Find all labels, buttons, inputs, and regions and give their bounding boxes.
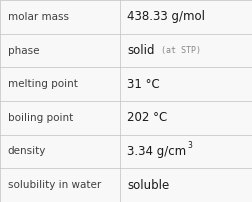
Text: 202 °C: 202 °C: [127, 111, 168, 124]
Text: molar mass: molar mass: [8, 12, 69, 22]
Text: (at STP): (at STP): [161, 46, 201, 55]
Text: solid: solid: [127, 44, 155, 57]
Text: melting point: melting point: [8, 79, 77, 89]
Text: phase: phase: [8, 45, 39, 56]
Text: boiling point: boiling point: [8, 113, 73, 123]
Text: 3: 3: [188, 141, 193, 150]
Text: 438.33 g/mol: 438.33 g/mol: [127, 10, 205, 23]
Text: solubility in water: solubility in water: [8, 180, 101, 190]
Text: 3.34 g/cm: 3.34 g/cm: [127, 145, 186, 158]
Text: density: density: [8, 146, 46, 157]
Text: soluble: soluble: [127, 179, 170, 192]
Text: 31 °C: 31 °C: [127, 78, 160, 91]
